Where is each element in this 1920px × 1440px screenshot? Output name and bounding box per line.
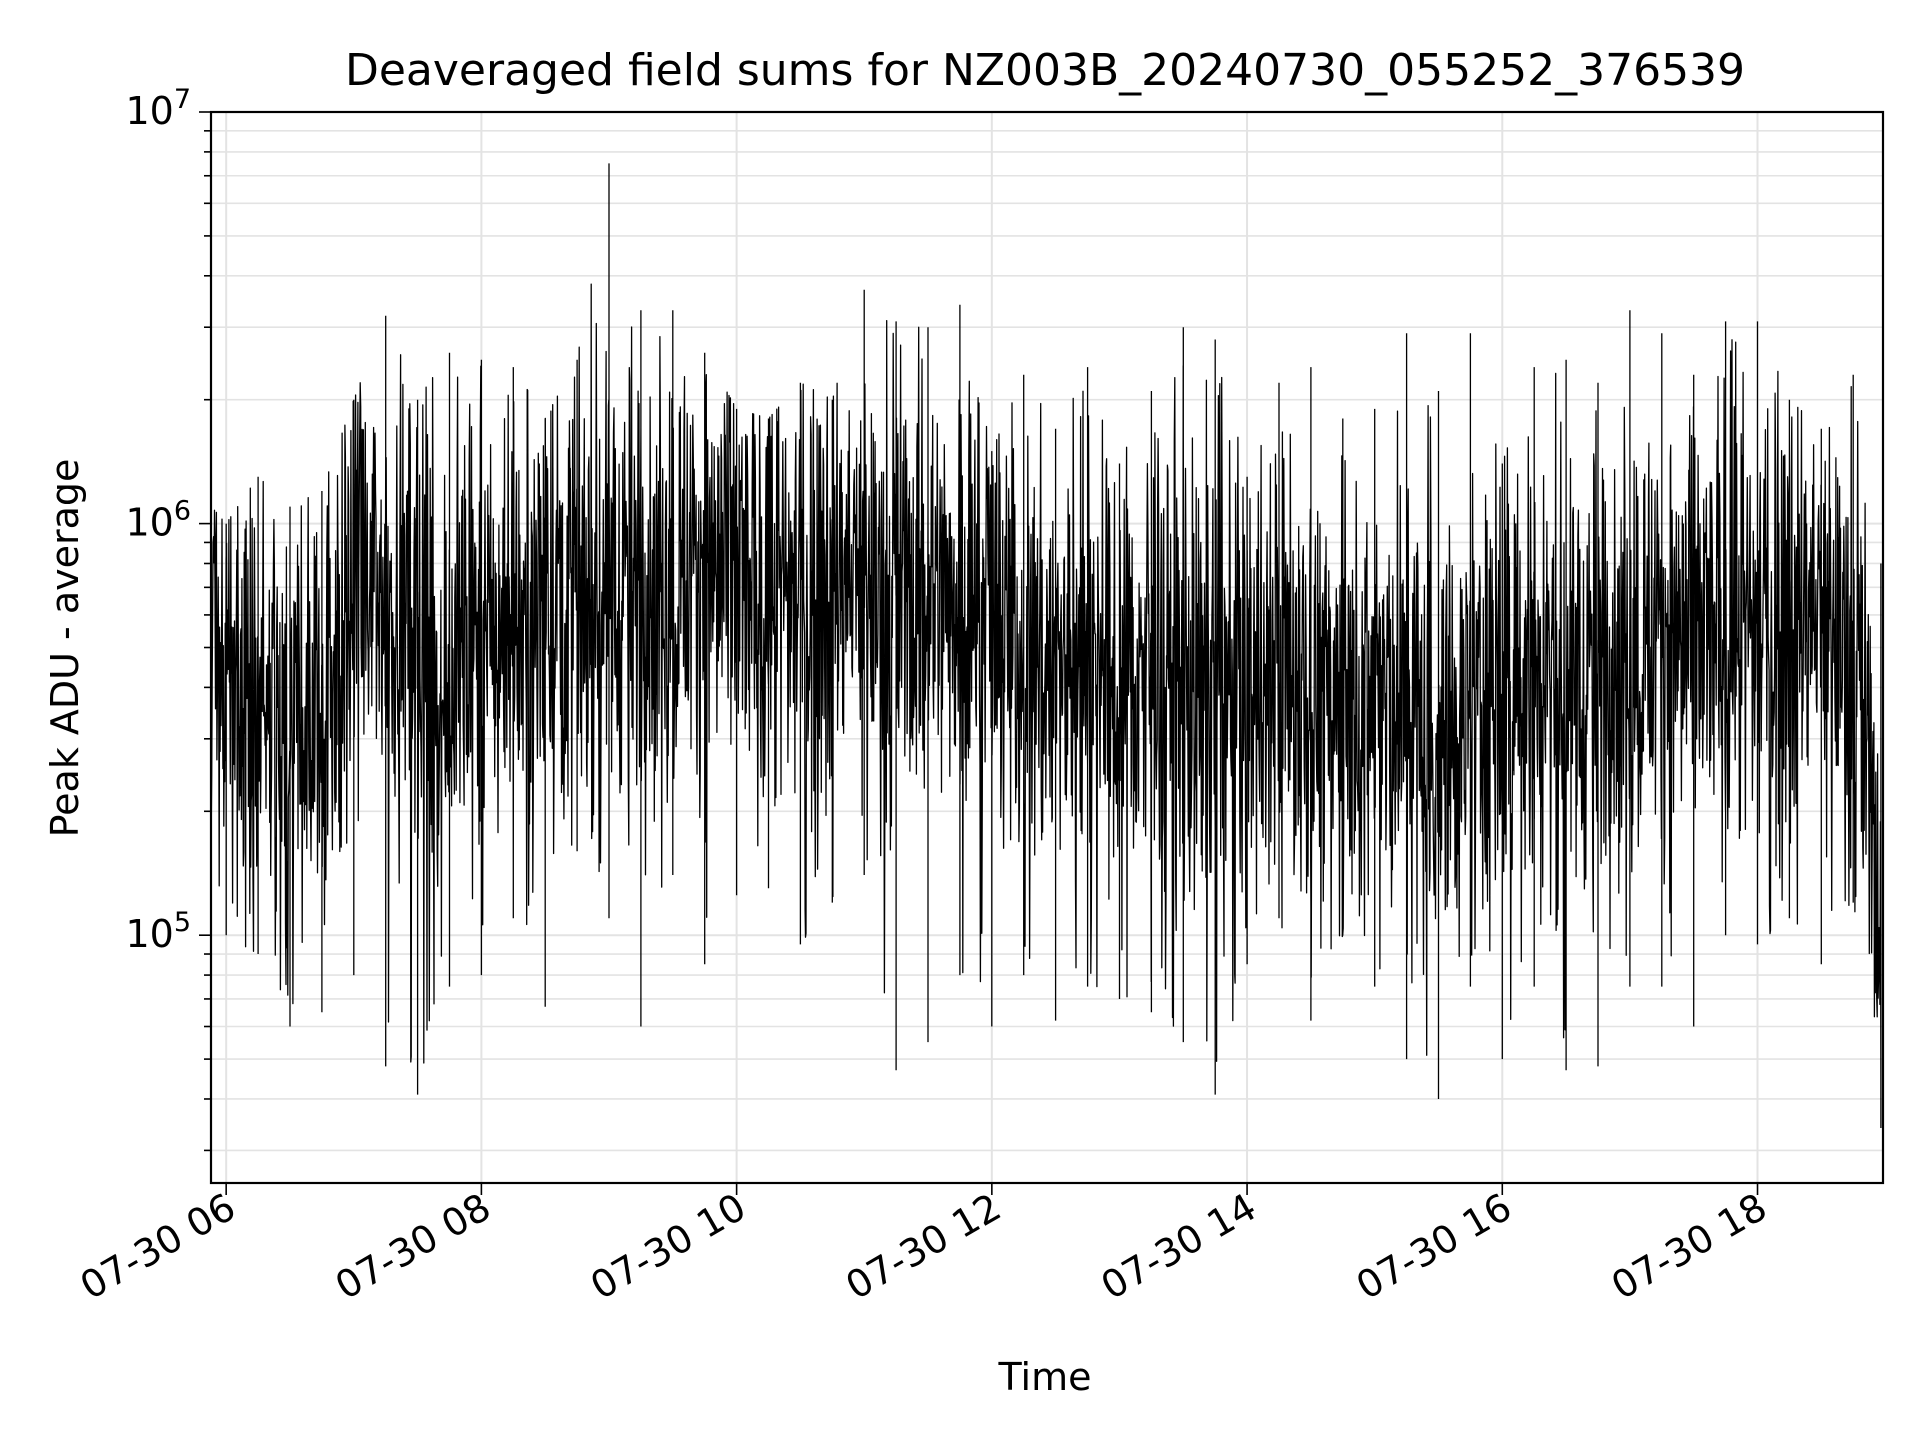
data-series: [210, 163, 1882, 1128]
y-axis: 105 106 107: [125, 84, 211, 1152]
y-axis-label: Peak ADU - average: [43, 459, 87, 838]
series-line: [210, 163, 1882, 1128]
chart-title: Deaveraged field sums for NZ003B_2024073…: [345, 45, 1745, 96]
x-axis-label: Time: [998, 1355, 1092, 1399]
y-tick-label: 105: [125, 907, 191, 956]
y-tick-label: 107: [125, 84, 191, 133]
y-tick-label: 106: [125, 496, 191, 545]
plot-area: [209, 110, 1885, 1185]
